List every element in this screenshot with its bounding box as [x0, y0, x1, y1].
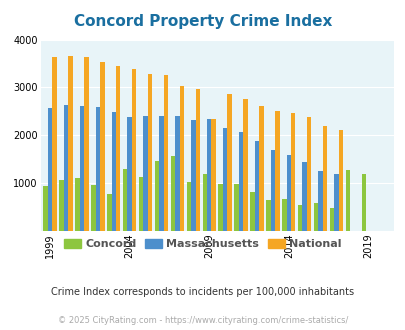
- Text: Crime Index corresponds to incidents per 100,000 inhabitants: Crime Index corresponds to incidents per…: [51, 287, 354, 297]
- Bar: [290, 113, 295, 231]
- Bar: [202, 174, 207, 231]
- Bar: [64, 105, 68, 231]
- Bar: [48, 108, 52, 231]
- Bar: [270, 150, 275, 231]
- Bar: [191, 120, 195, 231]
- Bar: [143, 116, 147, 231]
- Bar: [195, 89, 200, 231]
- Bar: [159, 116, 163, 231]
- Bar: [333, 174, 338, 231]
- Bar: [218, 184, 222, 231]
- Bar: [234, 184, 238, 231]
- Bar: [175, 116, 179, 231]
- Bar: [238, 132, 243, 231]
- Bar: [227, 94, 231, 231]
- Bar: [96, 107, 100, 231]
- Bar: [139, 177, 143, 231]
- Bar: [306, 116, 311, 231]
- Bar: [127, 117, 132, 231]
- Bar: [222, 128, 227, 231]
- Bar: [243, 99, 247, 231]
- Bar: [68, 56, 72, 231]
- Bar: [147, 74, 152, 231]
- Bar: [111, 112, 116, 231]
- Bar: [43, 185, 48, 231]
- Bar: [302, 162, 306, 231]
- Bar: [313, 203, 318, 231]
- Bar: [116, 66, 120, 231]
- Bar: [59, 180, 64, 231]
- Bar: [211, 118, 215, 231]
- Bar: [338, 130, 342, 231]
- Bar: [207, 118, 211, 231]
- Bar: [107, 194, 111, 231]
- Bar: [286, 155, 290, 231]
- Bar: [154, 161, 159, 231]
- Bar: [79, 106, 84, 231]
- Bar: [75, 178, 79, 231]
- Bar: [186, 182, 191, 231]
- Bar: [258, 106, 263, 231]
- Bar: [100, 62, 104, 231]
- Bar: [179, 85, 183, 231]
- Legend: Concord, Massachusetts, National: Concord, Massachusetts, National: [60, 234, 345, 253]
- Bar: [297, 205, 302, 231]
- Bar: [345, 170, 350, 231]
- Bar: [171, 156, 175, 231]
- Bar: [163, 76, 168, 231]
- Bar: [254, 141, 258, 231]
- Bar: [132, 69, 136, 231]
- Bar: [322, 126, 326, 231]
- Bar: [91, 185, 96, 231]
- Text: Concord Property Crime Index: Concord Property Crime Index: [74, 14, 331, 29]
- Bar: [281, 199, 286, 231]
- Bar: [275, 112, 279, 231]
- Bar: [266, 200, 270, 231]
- Bar: [361, 174, 365, 231]
- Text: © 2025 CityRating.com - https://www.cityrating.com/crime-statistics/: © 2025 CityRating.com - https://www.city…: [58, 315, 347, 325]
- Bar: [250, 192, 254, 231]
- Bar: [329, 208, 333, 231]
- Bar: [52, 57, 57, 231]
- Bar: [84, 57, 88, 231]
- Bar: [318, 171, 322, 231]
- Bar: [123, 169, 127, 231]
